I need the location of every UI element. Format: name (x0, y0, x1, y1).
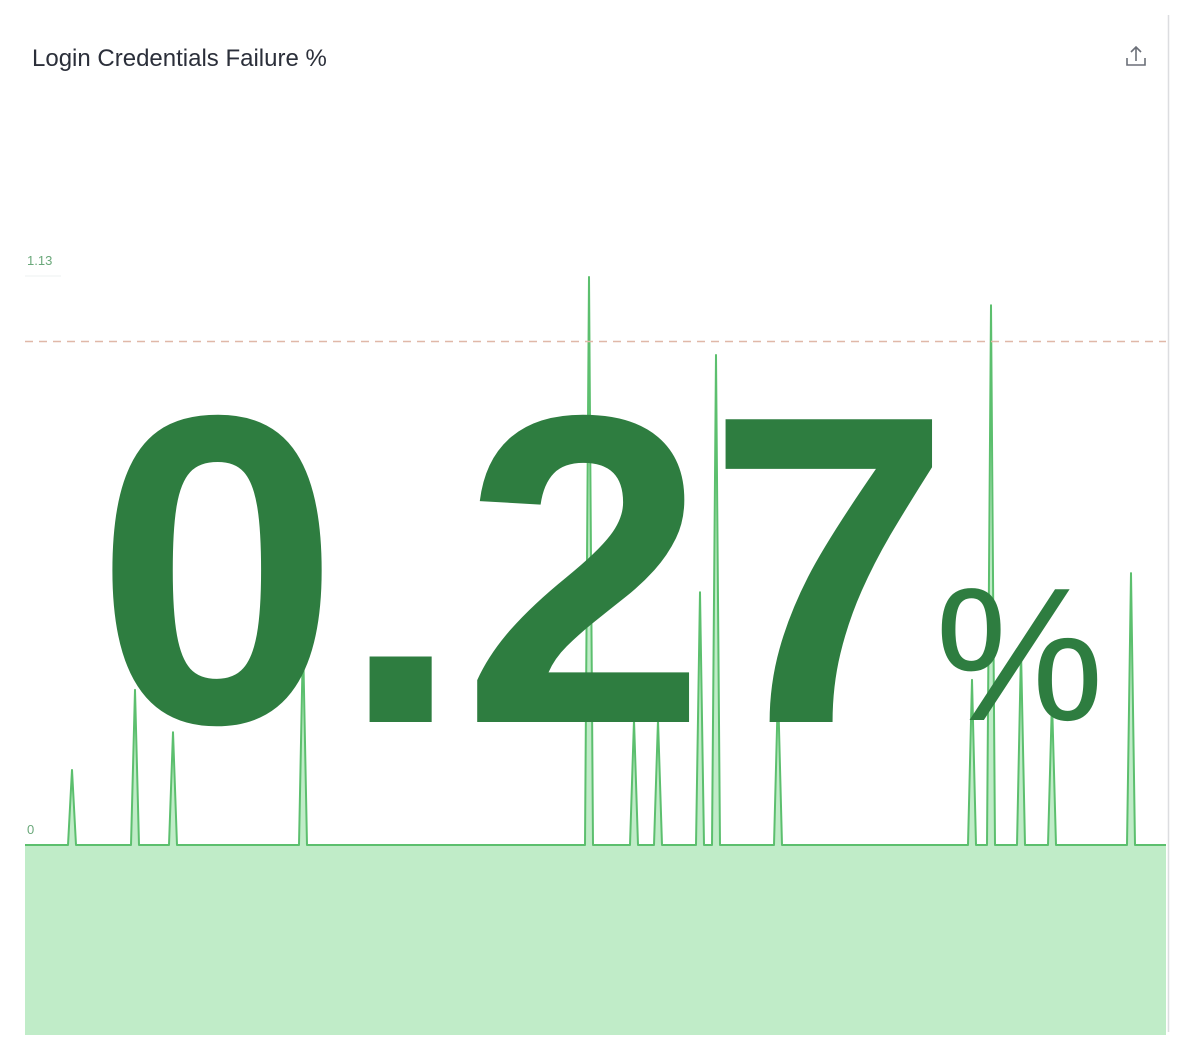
y-tick-label: 0 (27, 822, 34, 837)
widget-title: Login Credentials Failure % (32, 45, 327, 72)
export-tray (1126, 58, 1146, 66)
data-line (25, 276, 1166, 846)
sparkline: 01.13 (25, 253, 1166, 1035)
y-tick-label: 1.13 (27, 253, 52, 268)
export-icon[interactable] (1126, 45, 1146, 66)
export-arrow (1130, 45, 1142, 61)
big-value: 0.27 (95, 325, 951, 816)
big-value-unit: % (935, 549, 1104, 761)
